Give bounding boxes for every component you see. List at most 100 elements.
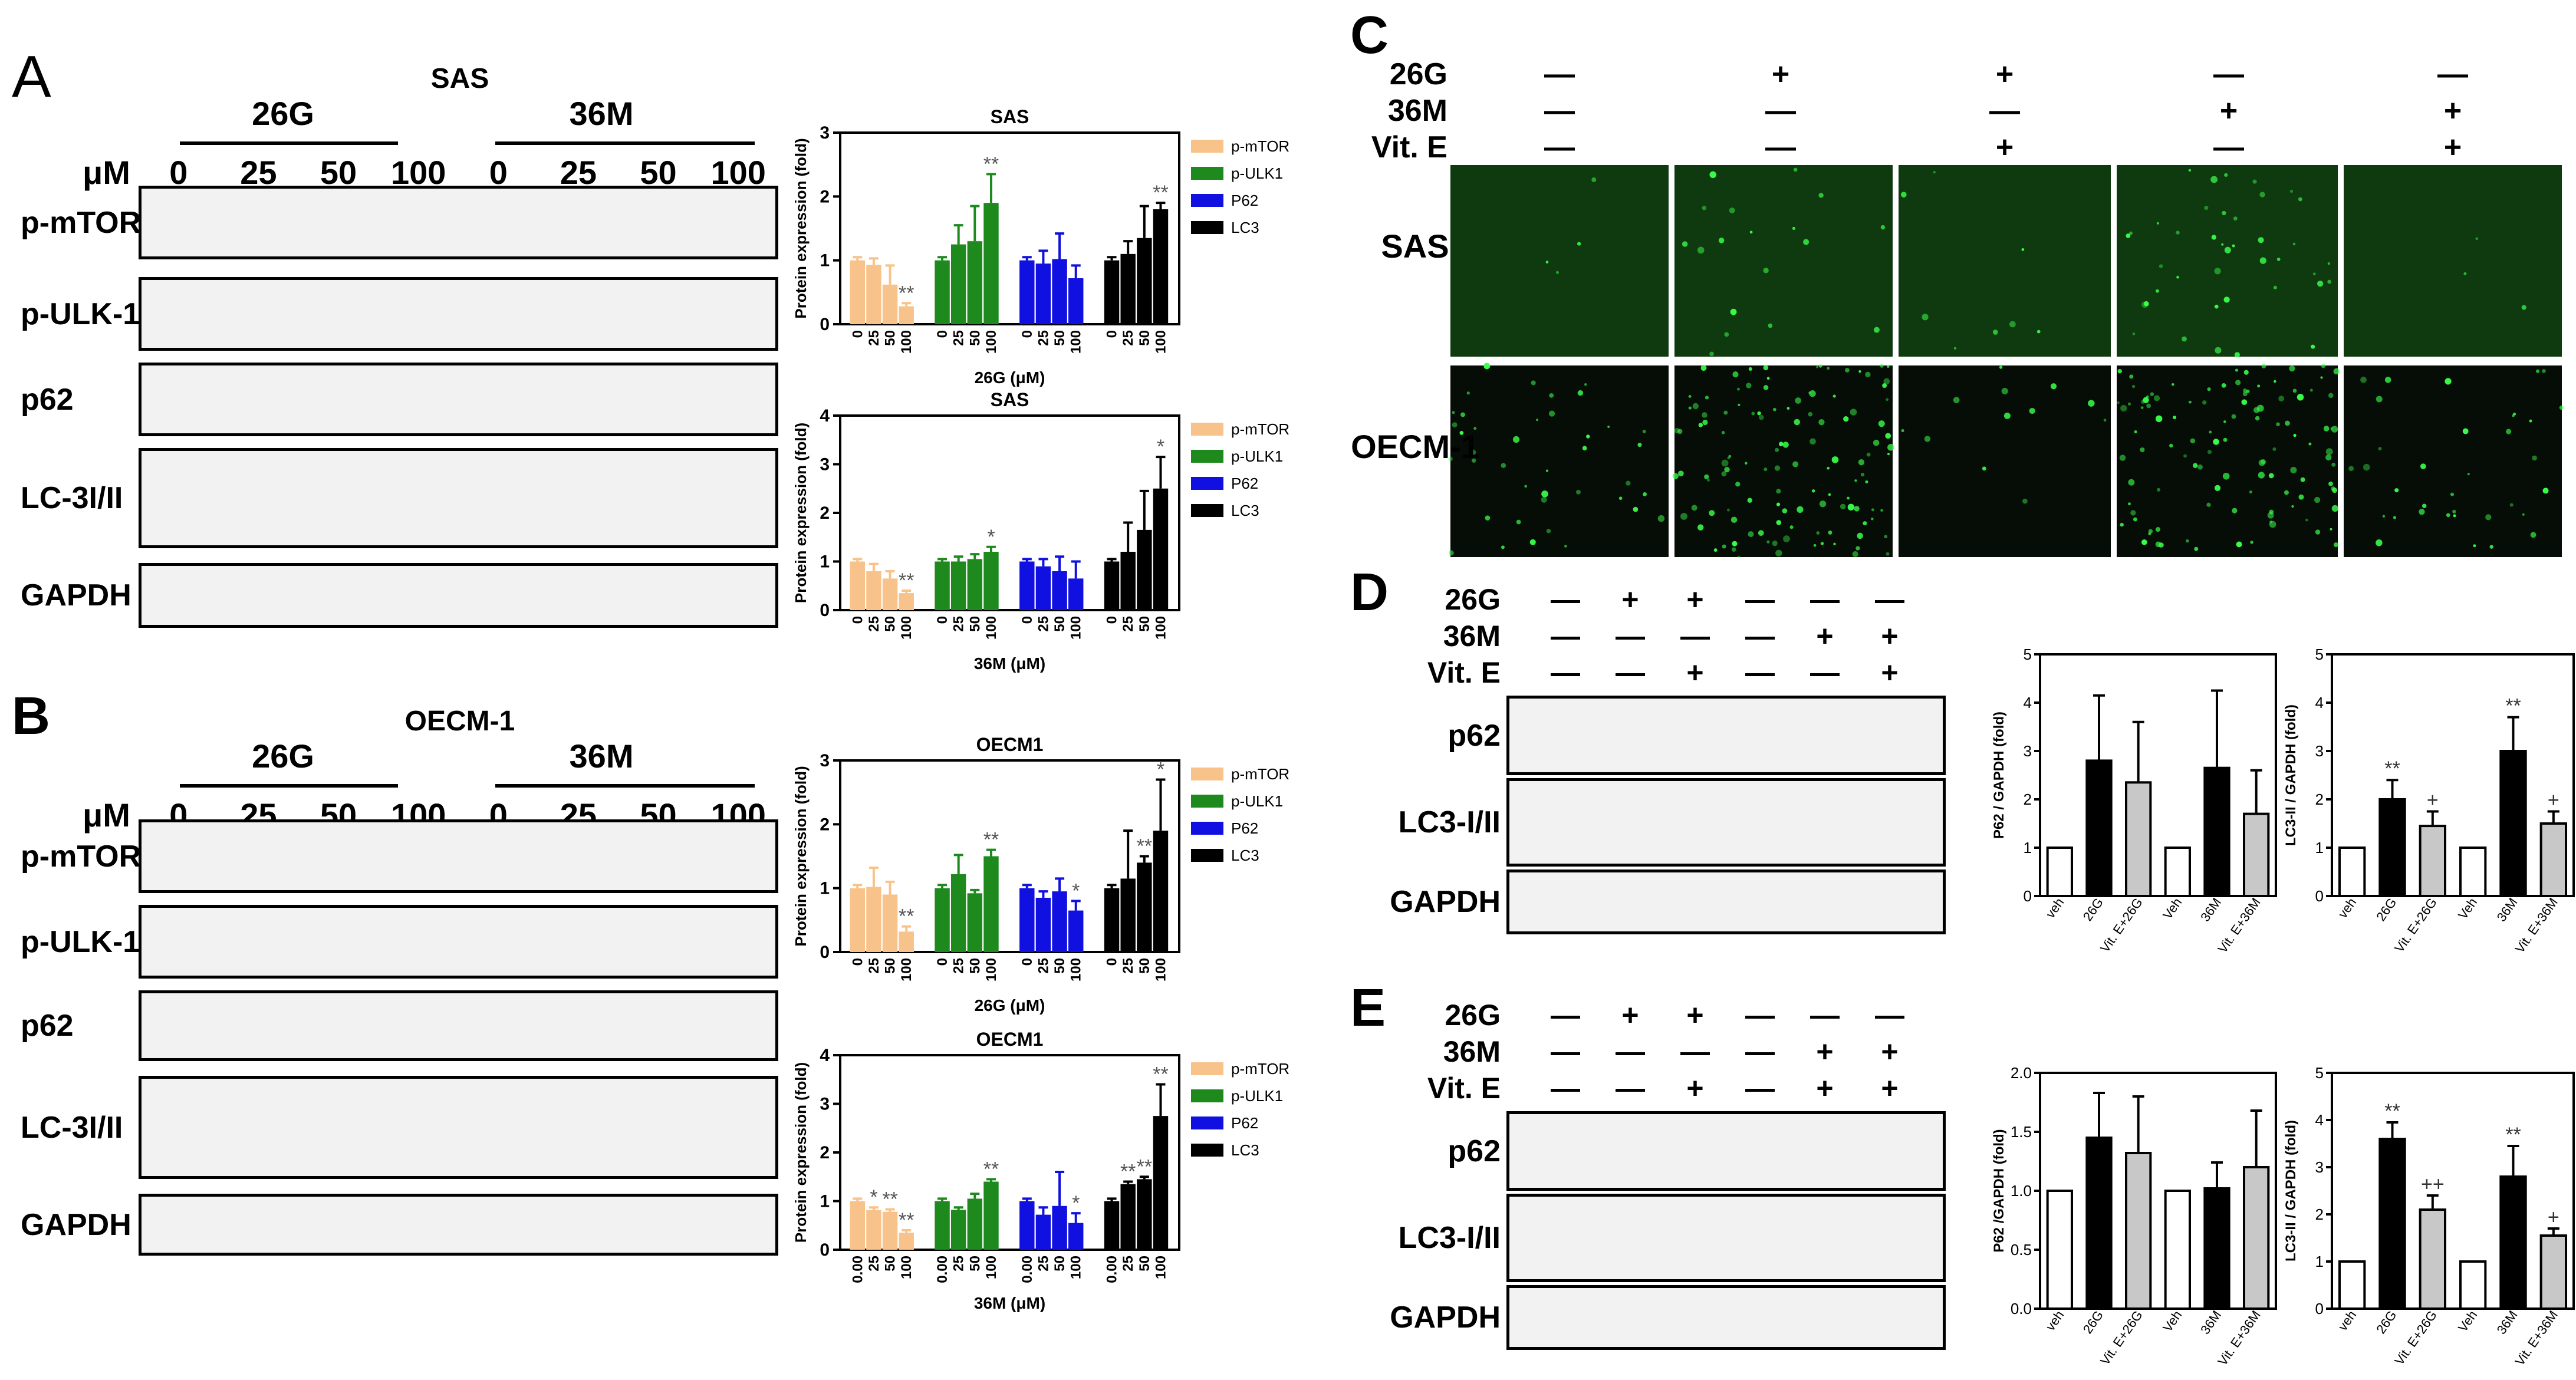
legend-label: p-ULK1: [1231, 1087, 1283, 1105]
fluorescent-dot: [2117, 401, 2120, 404]
fluorescent-dot: [2182, 336, 2187, 342]
fluorescent-dot: [1448, 550, 1454, 556]
fluorescent-dot: [2127, 502, 2131, 506]
legend-swatch: [1191, 221, 1223, 234]
fluorescent-dot: [2311, 344, 2315, 349]
fluorescent-dot: [2532, 455, 2537, 461]
bar-p-ulk1: [935, 888, 950, 952]
fluorescence-image: [1899, 165, 2111, 357]
y-axis-label: Protein expression (fold): [792, 766, 810, 946]
bar: [2338, 847, 2366, 897]
fluorescent-dot: [2467, 473, 2470, 476]
significance-mark: **: [899, 1209, 914, 1231]
fluorescent-dot: [2489, 545, 2493, 549]
fluorescent-dot: [1953, 347, 1957, 350]
fluorescent-dot: [2257, 384, 2261, 388]
category-label: 25: [1035, 616, 1051, 632]
fluorescent-dot: [2452, 509, 2456, 514]
bar-p-ulk1: [967, 893, 983, 952]
fluorescent-dot: [1818, 193, 1824, 198]
fluorescent-dot: [2394, 488, 2399, 493]
blot-strip-lc-3i-ii: [139, 1076, 778, 1179]
fluorescent-dot: [2393, 516, 2397, 519]
y-tick-label: 5: [2024, 645, 2032, 663]
bar-p-ulk1: [967, 1198, 983, 1250]
bar: [2243, 812, 2270, 897]
bar: [2499, 1175, 2527, 1310]
fluorescent-dot: [2315, 529, 2321, 535]
fluorescent-dot: [1728, 454, 1732, 458]
bar-p-ulk1: [967, 241, 983, 324]
fluorescent-dot: [1758, 530, 1764, 536]
fluorescent-dot: [1709, 351, 1714, 357]
cell-line-label: SAS: [430, 63, 489, 94]
fluorescent-dot: [2348, 466, 2354, 472]
y-tick-label: 0: [2315, 1300, 2324, 1318]
fluorescent-dot: [2269, 520, 2273, 523]
category-label: 50: [1052, 958, 1068, 974]
fluorescent-dot: [1633, 506, 1639, 512]
fluorescent-dot: [1794, 419, 1800, 426]
fluorescent-dot: [1709, 171, 1716, 179]
category-label: 100: [983, 958, 999, 982]
fluorescent-dot: [1776, 502, 1781, 506]
category-label: 0: [850, 616, 866, 624]
category-label: 100: [1068, 1256, 1084, 1279]
bar-p-mtor: [866, 1210, 881, 1250]
bar-lc3: [1120, 878, 1136, 952]
fluorescent-dot: [2250, 541, 2253, 544]
fluorescent-dot: [2328, 393, 2334, 398]
fluorescent-dot: [2462, 428, 2469, 434]
fluorescent-dot: [2176, 275, 2180, 279]
fluorescent-dot: [1688, 395, 1692, 398]
blot-strip-gapdh: [1506, 1285, 1946, 1350]
fluorescent-dot: [2445, 378, 2452, 385]
treatment-mark: +: [1686, 583, 1704, 616]
y-tick-label: 2: [820, 1143, 830, 1162]
fluorescent-dot: [1700, 365, 1707, 371]
fluorescent-dot: [2132, 332, 2136, 335]
treatment-mark: —: [1745, 1072, 1775, 1105]
fluorescent-dot: [1721, 471, 1727, 477]
fluorescence-image: [1450, 165, 1669, 357]
bar: [2085, 759, 2113, 898]
y-tick-label: 0: [2315, 887, 2324, 905]
fluorescent-dot: [2128, 479, 2135, 486]
fluorescent-dot: [2522, 513, 2525, 516]
fluorescent-dot: [2190, 438, 2196, 444]
category-label: 25: [866, 958, 882, 974]
legend-label: P62: [1231, 192, 1258, 209]
bar-p-ulk1: [950, 1210, 966, 1250]
category-label: veh: [2043, 1308, 2067, 1333]
category-label: 0: [935, 958, 950, 966]
fluorescent-dot: [1729, 207, 1735, 213]
fluorescent-dot: [1886, 552, 1890, 556]
fluorescent-dot: [2308, 442, 2312, 446]
fluorescent-dot: [1885, 433, 1891, 439]
fluorescence-image: [2117, 365, 2338, 557]
category-label: 50: [1137, 1256, 1153, 1272]
bar: [2164, 847, 2192, 897]
treatment-mark: +: [1621, 583, 1639, 616]
fluorescent-dot: [2155, 527, 2161, 532]
fluorescent-dot: [1732, 371, 1739, 378]
y-tick-label: 4: [2024, 694, 2032, 712]
fluorescent-dot: [1485, 515, 1491, 521]
fluorescent-dot: [1922, 314, 1929, 321]
fluorescent-dot: [2141, 539, 2147, 545]
legend-swatch: [1191, 1089, 1223, 1102]
fluorescent-dot: [1501, 545, 1505, 549]
y-tick-label: 3: [2024, 742, 2032, 760]
treatment-mark: +: [1771, 57, 1790, 91]
category-label: 50: [1137, 616, 1153, 632]
category-label: 26G: [2373, 895, 2399, 924]
fluorescent-dot: [1763, 268, 1769, 274]
fluorescent-dot: [2289, 365, 2295, 372]
category-label: 100: [1068, 616, 1084, 640]
y-tick-label: 0: [820, 315, 830, 334]
fluorescent-dot: [2242, 391, 2248, 397]
fluorescent-dot: [2529, 419, 2532, 423]
fluorescent-dot: [2272, 447, 2276, 451]
category-label: 36M: [2494, 1308, 2521, 1337]
fluorescent-dot: [2267, 512, 2274, 519]
